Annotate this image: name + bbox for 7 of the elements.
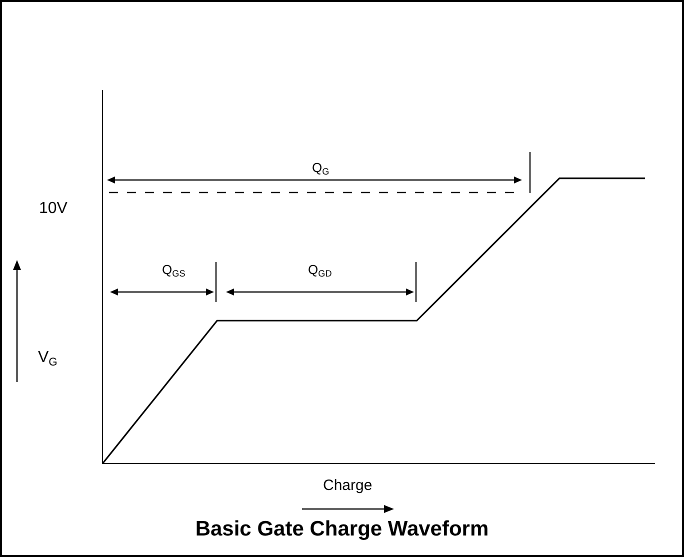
annotation: Q$_{GS}$: [162, 262, 186, 279]
ref-line-label: 10V: [39, 200, 68, 217]
y-axis-title: V$_{G}$: [38, 349, 58, 368]
x-axis-title: Charge: [323, 477, 372, 494]
text: Basic Gate Charge Waveform: [195, 518, 489, 541]
annotation: Q$_{GD}$: [308, 262, 332, 279]
text: Q$_{G}$: [312, 160, 330, 177]
